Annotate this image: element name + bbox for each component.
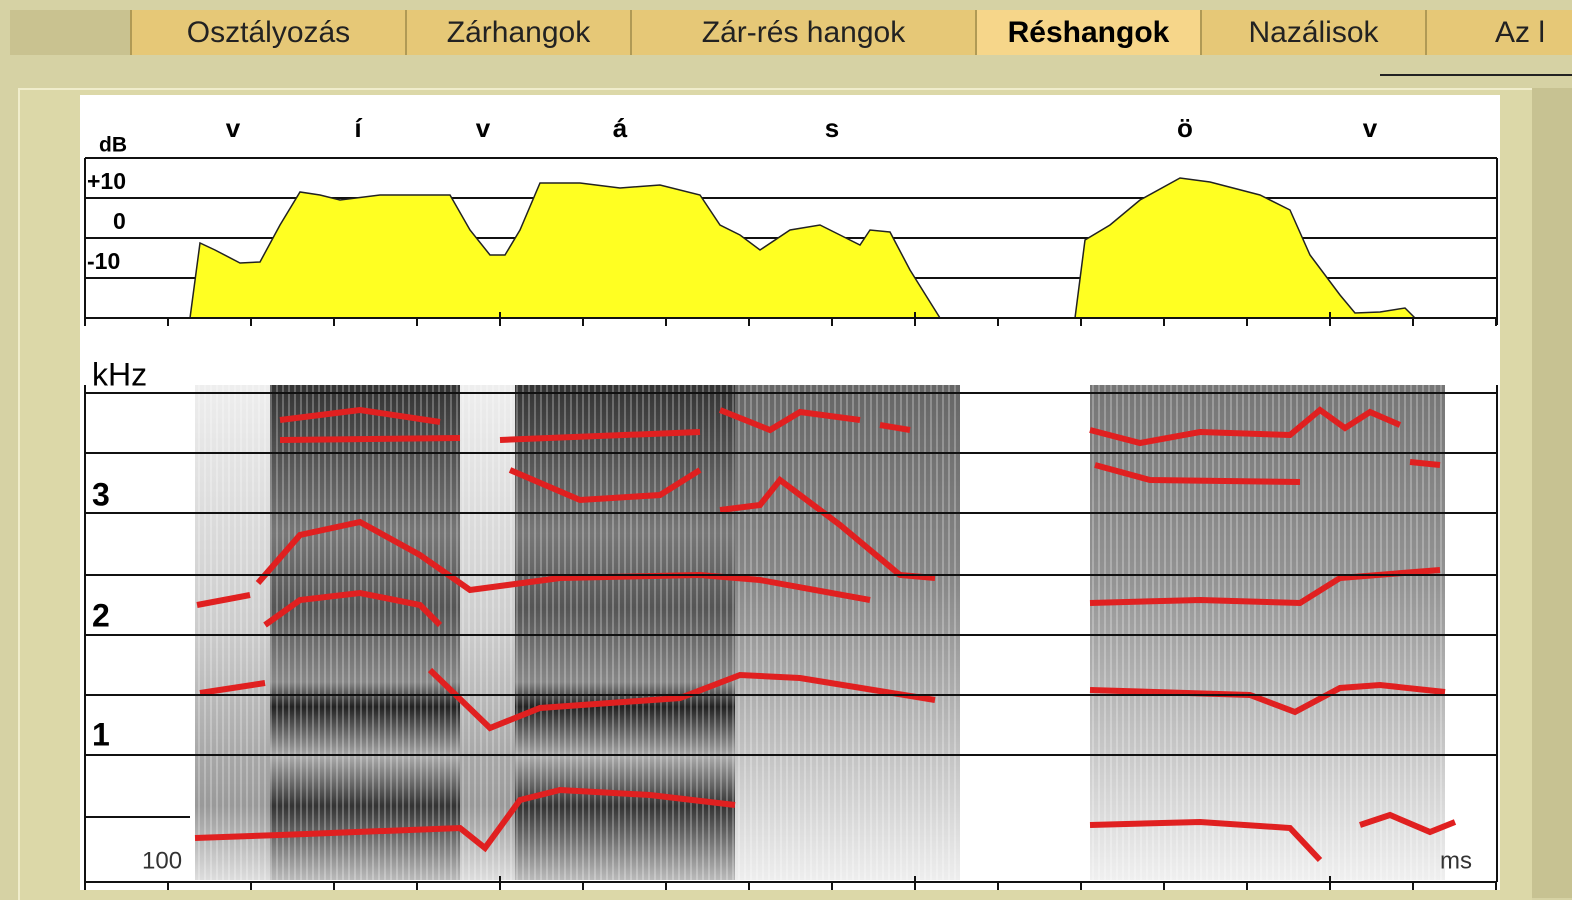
time-start: 100 [142, 847, 182, 874]
tab[interactable]: Zárhangok [405, 10, 630, 55]
phoneme: v [1363, 113, 1378, 143]
phoneme: á [613, 113, 628, 143]
tab[interactable]: Osztályozás [130, 10, 405, 55]
frequency-label: 2 [92, 597, 110, 633]
time-ticks [84, 312, 1497, 890]
intensity-label: 0 [113, 208, 126, 234]
frequency-label: 3 [92, 476, 110, 512]
phoneme: v [226, 113, 241, 143]
phoneme: s [825, 113, 839, 143]
intensity-unit: dB [99, 134, 127, 157]
frequency-label: 1 [92, 716, 110, 752]
tab-bar: Osztályozás Zárhangok Zár-rés hangok Réshan… [10, 10, 1572, 55]
frequency-grid [84, 385, 1498, 883]
side-bar [1532, 88, 1572, 898]
divider [1380, 74, 1572, 76]
tab[interactable]: Zár-rés hangok [630, 10, 975, 55]
spectrogram [195, 385, 1445, 880]
tab[interactable]: Nazálisok [1200, 10, 1425, 55]
phoneme: v [476, 113, 491, 143]
intensity-label: +10 [87, 168, 126, 194]
phoneme: ö [1177, 113, 1193, 143]
time-unit: ms [1440, 847, 1472, 874]
intensity-envelope [189, 177, 1417, 319]
phoneme: í [354, 113, 362, 143]
frequency-unit: kHz [92, 356, 147, 392]
tab[interactable]: Az l [1425, 10, 1572, 55]
tab[interactable]: Réshangok [975, 10, 1200, 55]
intensity-label: -10 [87, 248, 120, 274]
